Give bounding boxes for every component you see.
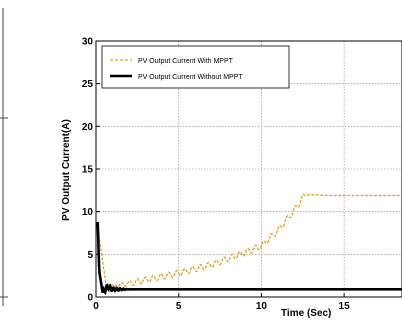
x-axis-label: Time (Sec) xyxy=(281,308,331,319)
legend-entry-with-mppt: PV Output Current With MPPT xyxy=(138,58,234,65)
legend: PV Output Current With MPPT PV Output Cu… xyxy=(101,45,290,89)
y-tick-label: 25 xyxy=(82,79,94,90)
x-tick-label: 15 xyxy=(339,301,351,312)
y-tick-label: 15 xyxy=(82,165,94,176)
legend-box xyxy=(101,45,290,89)
y-tick-label: 5 xyxy=(87,250,93,261)
x-tick-label: 5 xyxy=(176,301,182,312)
series-line-without-mppt xyxy=(96,221,402,295)
y-axis-label: PV Output Current(A) xyxy=(61,119,72,221)
x-tick-label: 0 xyxy=(93,301,99,312)
y-tick-label: 10 xyxy=(82,207,94,218)
y-tick-label: 20 xyxy=(82,122,94,133)
y-tick-label: 30 xyxy=(82,37,94,48)
series-layer xyxy=(96,193,402,295)
y-tick-label: 0 xyxy=(87,293,93,304)
series-line-with-mppt xyxy=(97,193,402,288)
tick-labels: 0 5 10 15 20 25 30 0 5 10 15 xyxy=(82,37,350,313)
legend-entry-without-mppt: PV Output Current Without MPPT xyxy=(138,74,243,81)
x-tick-label: 10 xyxy=(256,301,268,312)
